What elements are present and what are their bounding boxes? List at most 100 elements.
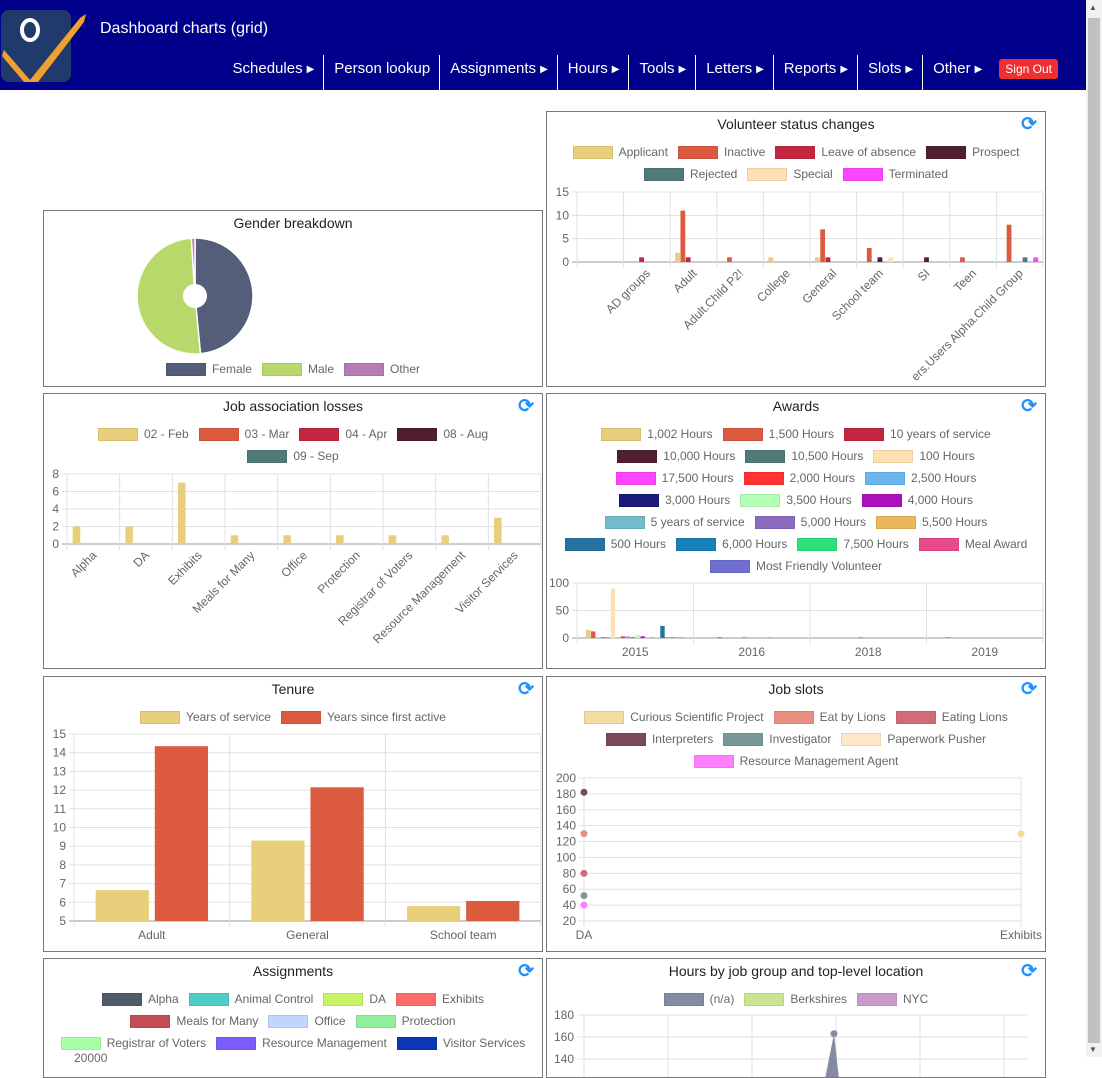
legend-item[interactable]: 02 - Feb [97,427,189,441]
bar[interactable] [945,637,950,638]
bar[interactable] [72,526,81,545]
legend-item[interactable]: Paperwork Pusher [841,732,986,746]
legend-item[interactable]: Registrar of Voters [60,1036,206,1050]
legend-item[interactable]: Most Friendly Volunteer [709,559,882,573]
legend-item[interactable]: 08 - Aug [397,427,488,441]
legend-item[interactable]: 10,500 Hours [745,449,863,463]
bar[interactable] [639,257,644,262]
bar[interactable] [154,746,209,921]
legend-item[interactable]: 03 - Mar [198,427,289,441]
data-point[interactable] [580,901,588,909]
bar[interactable] [283,535,291,544]
nav-schedules[interactable]: Schedules ▶ [223,55,325,90]
bar[interactable] [640,636,645,638]
legend-item[interactable]: NYC [857,992,928,1006]
bar[interactable] [655,637,660,638]
bar[interactable] [635,634,640,638]
legend-item[interactable]: 5,000 Hours [754,515,866,529]
scroll-up-icon[interactable]: ▲ [1089,3,1097,12]
legend-item[interactable]: 17,500 Hours [615,471,734,485]
legend-item[interactable]: Special [747,167,833,181]
bar[interactable] [1006,224,1012,262]
data-point[interactable] [830,1030,838,1038]
data-point[interactable] [580,830,588,838]
refresh-icon[interactable]: ⟳ [518,679,534,700]
bar[interactable] [615,637,621,638]
legend-item[interactable]: 10 years of service [844,427,991,441]
legend-item[interactable]: Eating Lions [895,710,1008,724]
bar[interactable] [310,787,364,921]
bar[interactable] [960,257,965,262]
bar[interactable] [610,588,616,639]
bar[interactable] [406,906,461,921]
legend-item[interactable]: (n/a) [663,992,734,1006]
nav-other[interactable]: Other ▶ [923,55,991,90]
sign-out-button[interactable]: Sign Out [999,59,1058,79]
bar[interactable] [814,257,820,262]
bar[interactable] [675,252,680,262]
legend-item[interactable]: 09 - Sep [247,449,339,463]
legend-item[interactable]: Protection [355,1014,456,1028]
bar[interactable] [1033,257,1039,262]
bar[interactable] [230,535,239,544]
legend-item[interactable]: Resource Management Agent [693,754,898,768]
bar[interactable] [625,636,631,638]
bar[interactable] [1022,257,1028,262]
data-point[interactable] [580,869,588,877]
pie-slice[interactable] [190,237,196,297]
bar[interactable] [866,248,872,262]
legend-item[interactable]: Prospect [926,145,1019,159]
legend-item[interactable]: Rejected [643,167,737,181]
legend-item[interactable]: 7,500 Hours [797,537,909,551]
legend-item[interactable]: 5,500 Hours [876,515,987,529]
refresh-icon[interactable]: ⟳ [1021,114,1037,135]
legend-item[interactable]: Other [344,362,420,376]
bar[interactable] [685,257,691,262]
legend-item[interactable]: Meals for Many [130,1014,258,1028]
legend-item[interactable]: 2,500 Hours [865,471,976,485]
bar[interactable] [441,535,449,544]
bar[interactable] [680,637,685,638]
legend-item[interactable]: Interpreters [605,732,713,746]
scroll-down-icon[interactable]: ▼ [1089,1045,1097,1054]
refresh-icon[interactable]: ⟳ [1021,961,1037,982]
nav-assignments[interactable]: Assignments ▶ [440,55,558,90]
bar[interactable] [717,637,722,638]
bar[interactable] [336,535,344,544]
legend-item[interactable]: 4,000 Hours [861,493,973,507]
legend-item[interactable]: 5 years of service [604,515,745,529]
legend-item[interactable]: Meal Award [918,537,1027,551]
legend-item[interactable]: Investigator [723,732,831,746]
bar[interactable] [605,637,611,638]
data-point[interactable] [580,892,588,900]
legend-item[interactable]: Terminated [842,167,948,181]
bar[interactable] [665,637,670,638]
bar[interactable] [877,257,883,262]
legend-item[interactable]: 10,000 Hours [617,449,735,463]
legend-item[interactable]: Alpha [101,992,179,1006]
bar[interactable] [650,637,655,638]
bar[interactable] [95,890,149,921]
bar[interactable] [766,637,772,638]
legend-item[interactable]: Berkshires [744,992,847,1006]
nav-person-lookup[interactable]: Person lookup [324,55,441,90]
legend-item[interactable]: Applicant [572,145,668,159]
bar[interactable] [858,636,864,638]
bar[interactable] [727,257,732,262]
data-point[interactable] [580,788,588,796]
legend-item[interactable]: Female [165,362,252,376]
bar[interactable] [600,637,606,638]
legend-item[interactable]: Resource Management [216,1036,387,1050]
refresh-icon[interactable]: ⟳ [518,396,534,417]
nav-letters[interactable]: Letters ▶ [696,55,774,90]
legend-item[interactable]: 3,000 Hours [618,493,730,507]
legend-item[interactable]: Curious Scientific Project [584,710,764,724]
pie-slice[interactable] [136,237,202,355]
legend-item[interactable]: Years of service [140,710,271,724]
bar[interactable] [660,625,665,638]
bar[interactable] [178,482,186,544]
bar[interactable] [466,900,520,921]
scrollbar-thumb[interactable] [1088,18,1100,1043]
bar[interactable] [645,637,650,638]
bar[interactable] [742,636,747,638]
